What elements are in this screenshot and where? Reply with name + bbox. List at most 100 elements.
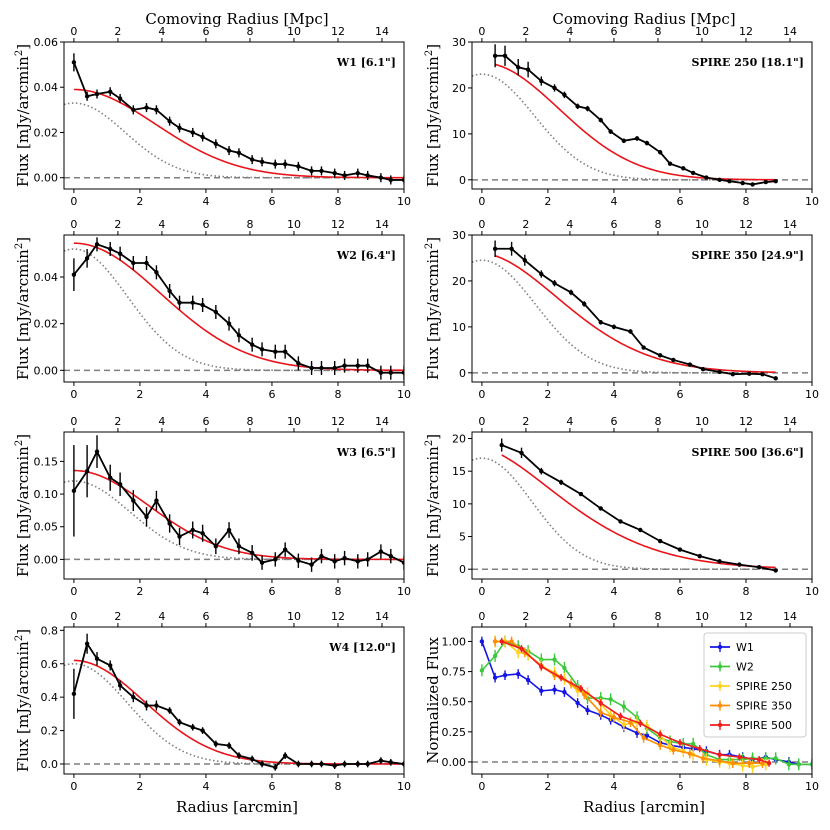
- x-tick-label: 4: [610, 585, 617, 598]
- top-tick-label: 10: [287, 25, 301, 38]
- x-tick-label: 6: [268, 388, 275, 401]
- ylabel-text: Flux [mJy/arcmin: [14, 641, 32, 772]
- data-point: [740, 763, 745, 768]
- top-tick-label: 6: [610, 25, 617, 38]
- data-point: [167, 118, 172, 124]
- top-tick-label: 0: [70, 415, 77, 428]
- data-point: [657, 150, 663, 155]
- data-point: [539, 664, 544, 669]
- top-tick-label: 0: [478, 25, 485, 38]
- data-point: [717, 369, 722, 375]
- data-point: [737, 562, 742, 567]
- data-point: [717, 177, 722, 183]
- data-point: [282, 349, 288, 354]
- data-point: [282, 547, 288, 552]
- data-point: [108, 89, 113, 94]
- data-point: [296, 761, 301, 767]
- x-tick-label: 8: [742, 388, 749, 401]
- legend: W1 W2 SPIRE 250 SPIRE 350 SPIRE 500: [703, 632, 807, 738]
- top-tick-label: 14: [783, 415, 797, 428]
- data-point: [677, 547, 683, 552]
- y-tick-label: 0.2: [41, 725, 59, 738]
- bottom-xlabel-left: Radius [arcmin]: [176, 798, 298, 816]
- data-line: [501, 444, 776, 572]
- top-tick-label: 10: [695, 610, 709, 623]
- data-point: [552, 85, 557, 91]
- data-point: [319, 168, 324, 174]
- top-tick-label: 0: [478, 415, 485, 428]
- x-tick-label: 2: [544, 780, 551, 793]
- data-point: [786, 762, 792, 767]
- panel-title: W3 [6.5"]: [336, 446, 396, 459]
- panel-SPIRE250: 0 2 4 6 8 10 0 2 4 6 8 10 12 14 0 10 20 30 SPIRE 250 [18.1…: [424, 25, 819, 208]
- data-point: [200, 531, 205, 536]
- y-tick-label: 0: [459, 174, 466, 187]
- data-line: [73, 62, 404, 181]
- y-tick-label: 5: [459, 531, 466, 544]
- data-point: [704, 175, 709, 180]
- plot-area: [64, 237, 404, 380]
- data-point: [154, 703, 159, 708]
- top-tick-label: 4: [566, 25, 573, 38]
- ylabel-sup: 2: [424, 243, 435, 249]
- ylabel-suffix: ]: [14, 434, 32, 440]
- x-tick-label: 8: [334, 780, 341, 793]
- x-tick-label: 4: [202, 585, 209, 598]
- data-point: [750, 764, 755, 769]
- model-curve: [73, 88, 404, 179]
- data-point: [94, 242, 100, 247]
- x-tick-label: 2: [544, 585, 551, 598]
- model-curve: [494, 63, 776, 181]
- x-tick-label: 6: [676, 388, 683, 401]
- data-point: [598, 117, 603, 123]
- data-point: [552, 657, 557, 662]
- data-point: [154, 498, 159, 503]
- x-tick-label: 10: [805, 388, 819, 401]
- data-point: [687, 362, 693, 367]
- y-tick-label: 10: [452, 321, 466, 334]
- data-point: [638, 527, 643, 533]
- top-tick-label: 8: [654, 218, 661, 231]
- data-point: [296, 361, 301, 366]
- y-axis-label: Normalized Flux: [424, 637, 442, 764]
- data-point: [355, 170, 360, 176]
- data-point: [575, 700, 580, 706]
- x-tick-label: 6: [268, 780, 275, 793]
- data-point: [558, 480, 564, 485]
- data-point: [585, 707, 590, 713]
- top-tick-label: 4: [566, 415, 573, 428]
- data-point: [226, 527, 232, 533]
- legend-label: W2: [736, 661, 754, 674]
- data-point: [200, 134, 205, 140]
- data-point: [677, 740, 683, 745]
- x-tick-label: 10: [805, 585, 819, 598]
- data-point: [697, 746, 702, 751]
- y-tick-label: 1.00: [442, 635, 467, 648]
- data-point: [552, 281, 557, 286]
- data-point: [747, 371, 752, 376]
- data-point: [516, 650, 521, 655]
- data-point: [608, 697, 613, 702]
- top-tick-label: 12: [739, 610, 753, 623]
- ylabel-sup: 2: [14, 50, 25, 56]
- ylabel-suffix: ]: [14, 629, 32, 635]
- data-point: [342, 173, 347, 178]
- data-point: [388, 760, 393, 765]
- plot-area: [64, 435, 404, 572]
- data-point: [773, 376, 778, 381]
- data-point: [502, 672, 508, 678]
- data-point: [177, 125, 182, 131]
- data-point: [700, 366, 706, 372]
- ylabel-suffix: ]: [14, 237, 32, 243]
- ylabel-sup: 2: [424, 440, 435, 446]
- y-tick-label: 0.02: [34, 126, 59, 139]
- psf-curve: [472, 457, 753, 570]
- y-tick-label: 0.15: [34, 455, 59, 468]
- axes-frame: [63, 41, 405, 190]
- data-point: [190, 130, 195, 135]
- data-point: [401, 560, 404, 565]
- data-point: [144, 260, 149, 266]
- ylabel-text: Flux [mJy/arcmin: [424, 56, 442, 187]
- x-tick-label: 8: [742, 195, 749, 208]
- top-tick-label: 8: [246, 610, 253, 623]
